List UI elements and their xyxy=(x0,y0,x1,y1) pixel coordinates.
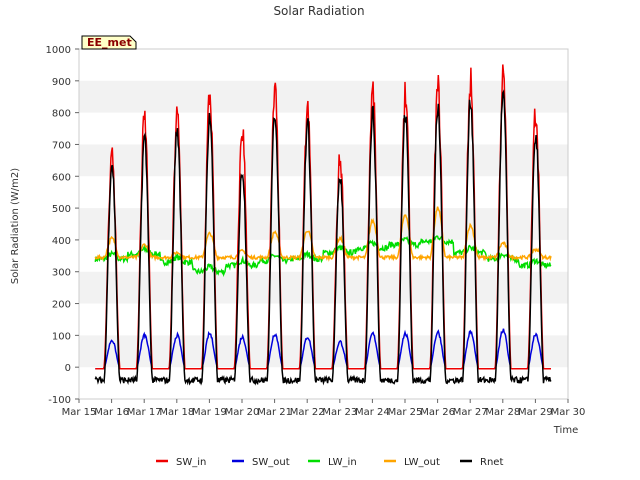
plot-area xyxy=(78,48,569,400)
y-tick-label: 200 xyxy=(52,300,71,311)
y-tick-label: 400 xyxy=(52,236,71,247)
x-tick-label: Mar 22 xyxy=(290,407,325,418)
y-tick-label: 700 xyxy=(52,140,71,151)
x-tick-label: Mar 15 xyxy=(62,407,97,418)
y-tick-label: 900 xyxy=(52,77,71,88)
x-tick-label: Mar 26 xyxy=(420,407,455,418)
y-tick-label: 0 xyxy=(65,363,71,374)
x-tick-label: Mar 18 xyxy=(159,407,194,418)
legend-label: SW_in xyxy=(176,457,206,468)
x-tick-label: Mar 28 xyxy=(485,407,520,418)
legend: SW_in SW_out LW_in LW_out Rnet xyxy=(156,457,503,468)
x-tick-label: Mar 21 xyxy=(257,407,292,418)
legend-label: Rnet xyxy=(480,457,503,468)
x-tick-label: Mar 16 xyxy=(94,407,129,418)
site-tag: EE_met xyxy=(81,35,137,50)
y-tick-label: 600 xyxy=(52,172,71,183)
grid-bands xyxy=(79,80,568,368)
x-tick-label: Mar 27 xyxy=(453,407,488,418)
grid-band xyxy=(79,80,568,113)
x-tick-label: Mar 19 xyxy=(192,407,227,418)
x-tick-label: Mar 25 xyxy=(388,407,423,418)
grid-band xyxy=(79,335,568,368)
x-tick-label: Mar 20 xyxy=(225,407,260,418)
y-axis-label: Solar Radiation (W/m2) xyxy=(10,168,21,284)
y-axis: -100 0 100 200 300 400 500 600 700 800 900 1000 xyxy=(46,45,79,406)
legend-label: LW_out xyxy=(404,457,440,468)
legend-label: SW_out xyxy=(252,457,290,468)
x-tick-label: Mar 29 xyxy=(518,407,553,418)
x-tick-label: Mar 30 xyxy=(551,407,586,418)
y-tick-label: 300 xyxy=(52,268,71,279)
x-tick-label: Mar 24 xyxy=(355,407,390,418)
grid-band xyxy=(79,271,568,304)
x-axis-label: Time xyxy=(553,425,578,436)
series-layer xyxy=(94,64,552,386)
y-tick-label: -100 xyxy=(48,395,71,406)
site-tag-label: EE_met xyxy=(87,36,132,49)
grid-band xyxy=(79,144,568,177)
y-tick-label: 800 xyxy=(52,109,71,120)
grid-band xyxy=(79,208,568,240)
legend-label: LW_in xyxy=(328,457,357,468)
y-tick-label: 1000 xyxy=(46,45,71,56)
y-tick-label: 100 xyxy=(52,331,71,342)
y-tick-label: 500 xyxy=(52,204,71,215)
x-tick-label: Mar 17 xyxy=(127,407,162,418)
series-line-rnet xyxy=(94,89,552,386)
x-tick-label: Mar 23 xyxy=(322,407,357,418)
chart-title: Solar Radiation xyxy=(273,4,364,18)
